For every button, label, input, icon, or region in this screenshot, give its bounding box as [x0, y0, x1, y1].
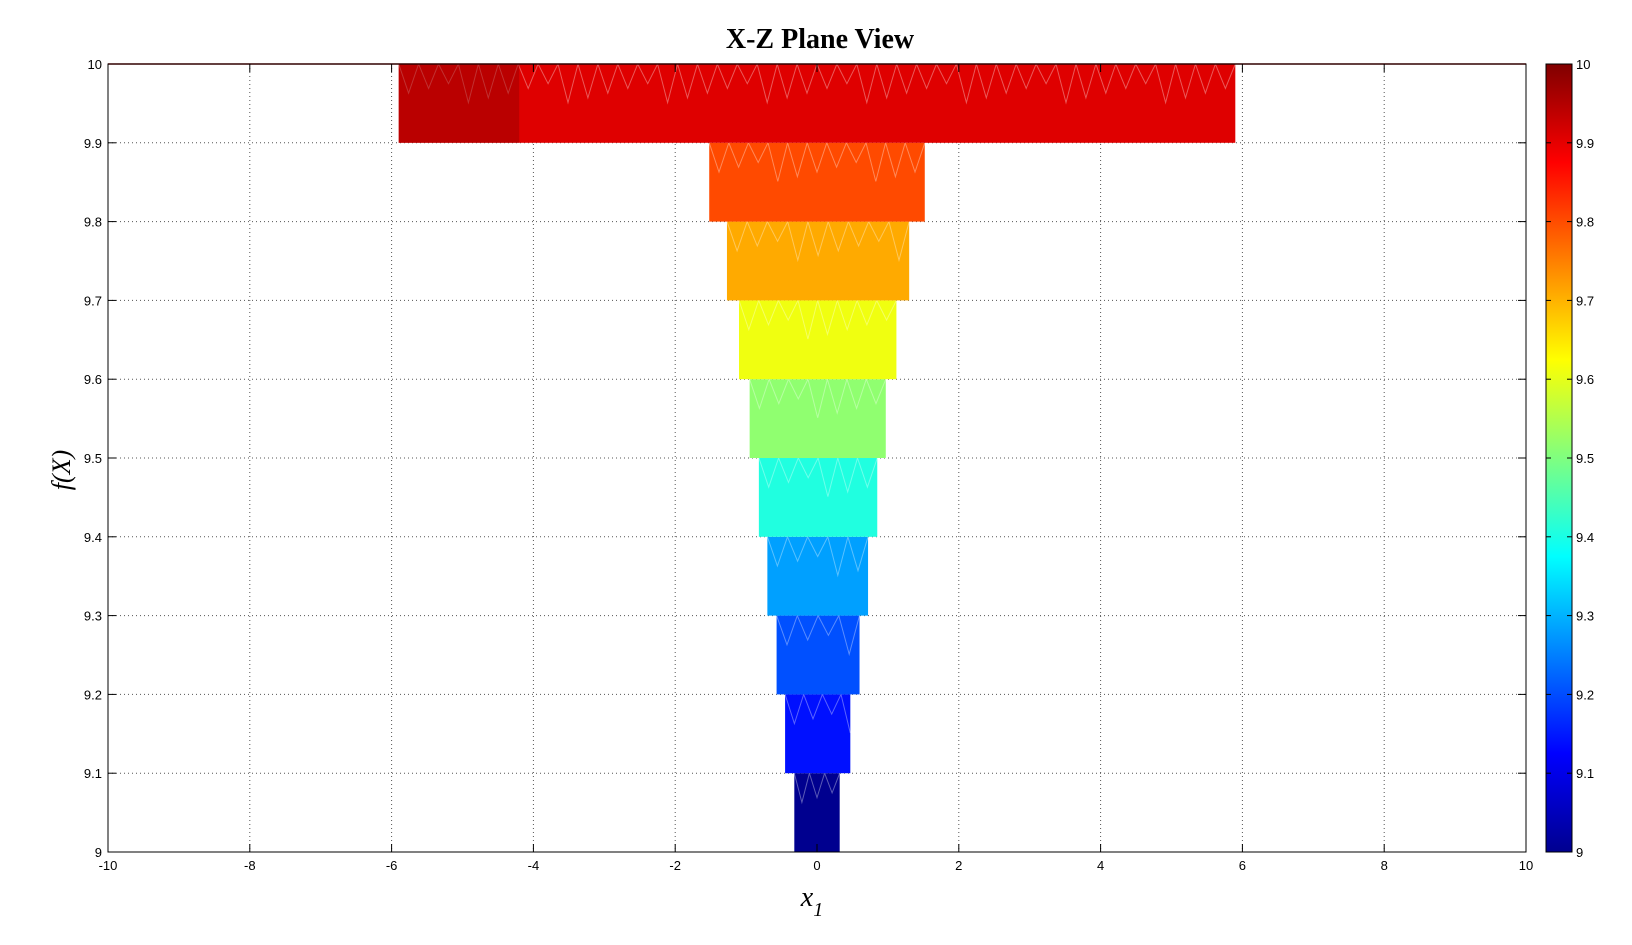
band-spikes: [784, 692, 851, 734]
y-tick-label: 9.9: [84, 136, 102, 151]
y-tick-label: 10: [88, 57, 102, 72]
colorbar-tick-label: 9.5: [1576, 451, 1594, 466]
x-axis-label: x1: [800, 882, 823, 921]
y-axis-ticks: 9 9.1 9.2 9.3 9.4 9.5 9.6 9.7 9.8 9.9 10: [84, 57, 1526, 860]
y-tick-label: 9.8: [84, 215, 102, 230]
y-tick-label: 9.3: [84, 609, 102, 624]
y-tick-label: 9.4: [84, 530, 102, 545]
colorbar-tick-label: 9.8: [1576, 215, 1594, 230]
x-tick-label: 6: [1239, 858, 1246, 873]
y-tick-label: 9.2: [84, 687, 102, 702]
data-band: [794, 773, 840, 852]
band-spikes: [793, 771, 841, 805]
data-band: [726, 221, 910, 301]
data-band: [749, 379, 886, 458]
data-band: [739, 300, 897, 380]
colorbar-tick-label: 9.9: [1576, 136, 1594, 151]
y-tick-label: 9: [95, 845, 102, 860]
x-axis-label-main: x: [800, 882, 814, 913]
x-tick-label: -4: [528, 858, 540, 873]
y-tick-label: 9.6: [84, 372, 102, 387]
data-band: [767, 536, 869, 616]
data-band: [398, 64, 1236, 143]
colorbar-tick-label: 9.2: [1576, 687, 1594, 702]
band-spikes: [766, 534, 869, 578]
x-tick-label: -10: [99, 858, 118, 873]
x-tick-label: -6: [386, 858, 398, 873]
y-tick-label: 9.7: [84, 293, 102, 308]
band-spikes: [749, 377, 887, 418]
x-tick-label: -2: [669, 858, 681, 873]
data-band: [776, 615, 860, 695]
x-axis-label-subscript: 1: [813, 899, 823, 921]
colorbar-tick-label: 9.7: [1576, 293, 1594, 308]
x-tick-label: 4: [1097, 858, 1104, 873]
band-spikes: [726, 219, 910, 263]
x-tick-label: -8: [244, 858, 256, 873]
x-tick-label: 2: [955, 858, 962, 873]
colorbar: 9 9.1 9.2 9.3 9.4 9.5 9.6 9.7 9.8 9.9 10: [1545, 57, 1594, 860]
x-axis-ticks: -10 -8 -6 -4 -2 0 2 4 6 8 10: [99, 64, 1533, 873]
band-spikes: [708, 140, 926, 182]
data-band: [758, 458, 878, 537]
y-tick-label: 9.1: [84, 766, 102, 781]
colorbar-tick-label: 9.3: [1576, 609, 1594, 624]
y-axis-label: f(X): [47, 450, 76, 490]
colorbar-tick-label: 9.4: [1576, 530, 1594, 545]
x-tick-label: 10: [1519, 858, 1533, 873]
y-tick-label: 9.5: [84, 451, 102, 466]
colorbar-tick-label: 10: [1576, 57, 1590, 72]
colorbar-tick-label: 9: [1576, 845, 1583, 860]
data-bands: [108, 62, 1526, 852]
x-tick-label: 0: [813, 858, 820, 873]
colorbar-tick-label: 9.1: [1576, 766, 1594, 781]
x-tick-label: 8: [1381, 858, 1388, 873]
colorbar-tick-label: 9.6: [1576, 372, 1594, 387]
top-band-shade: [398, 64, 520, 143]
chart-title: X-Z Plane View: [726, 24, 915, 55]
data-band: [785, 694, 851, 774]
data-band: [709, 142, 925, 222]
